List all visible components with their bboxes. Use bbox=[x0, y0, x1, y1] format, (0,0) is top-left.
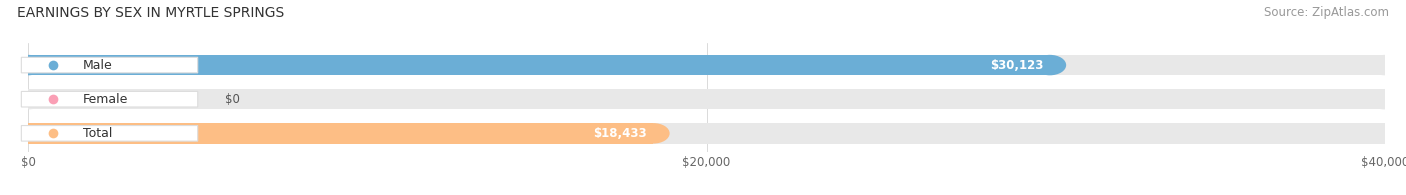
Ellipse shape bbox=[637, 123, 669, 144]
Ellipse shape bbox=[11, 89, 45, 109]
Text: Female: Female bbox=[83, 93, 128, 106]
Text: Total: Total bbox=[83, 127, 112, 140]
Bar bbox=[28, 89, 1385, 109]
Bar bbox=[28, 55, 1050, 75]
Bar bbox=[28, 123, 654, 144]
Bar bbox=[28, 123, 1385, 144]
Bar bbox=[28, 55, 1385, 75]
Text: Source: ZipAtlas.com: Source: ZipAtlas.com bbox=[1264, 6, 1389, 19]
FancyBboxPatch shape bbox=[21, 91, 198, 107]
Text: $18,433: $18,433 bbox=[593, 127, 647, 140]
Text: $30,123: $30,123 bbox=[990, 58, 1043, 72]
Text: Male: Male bbox=[83, 58, 112, 72]
Ellipse shape bbox=[1368, 123, 1402, 144]
FancyBboxPatch shape bbox=[21, 126, 198, 141]
Ellipse shape bbox=[1368, 55, 1402, 75]
FancyBboxPatch shape bbox=[21, 57, 198, 73]
Ellipse shape bbox=[11, 123, 45, 144]
Ellipse shape bbox=[1368, 89, 1402, 109]
Text: $0: $0 bbox=[225, 93, 240, 106]
Text: EARNINGS BY SEX IN MYRTLE SPRINGS: EARNINGS BY SEX IN MYRTLE SPRINGS bbox=[17, 6, 284, 20]
Ellipse shape bbox=[1033, 55, 1066, 75]
Ellipse shape bbox=[11, 55, 45, 75]
